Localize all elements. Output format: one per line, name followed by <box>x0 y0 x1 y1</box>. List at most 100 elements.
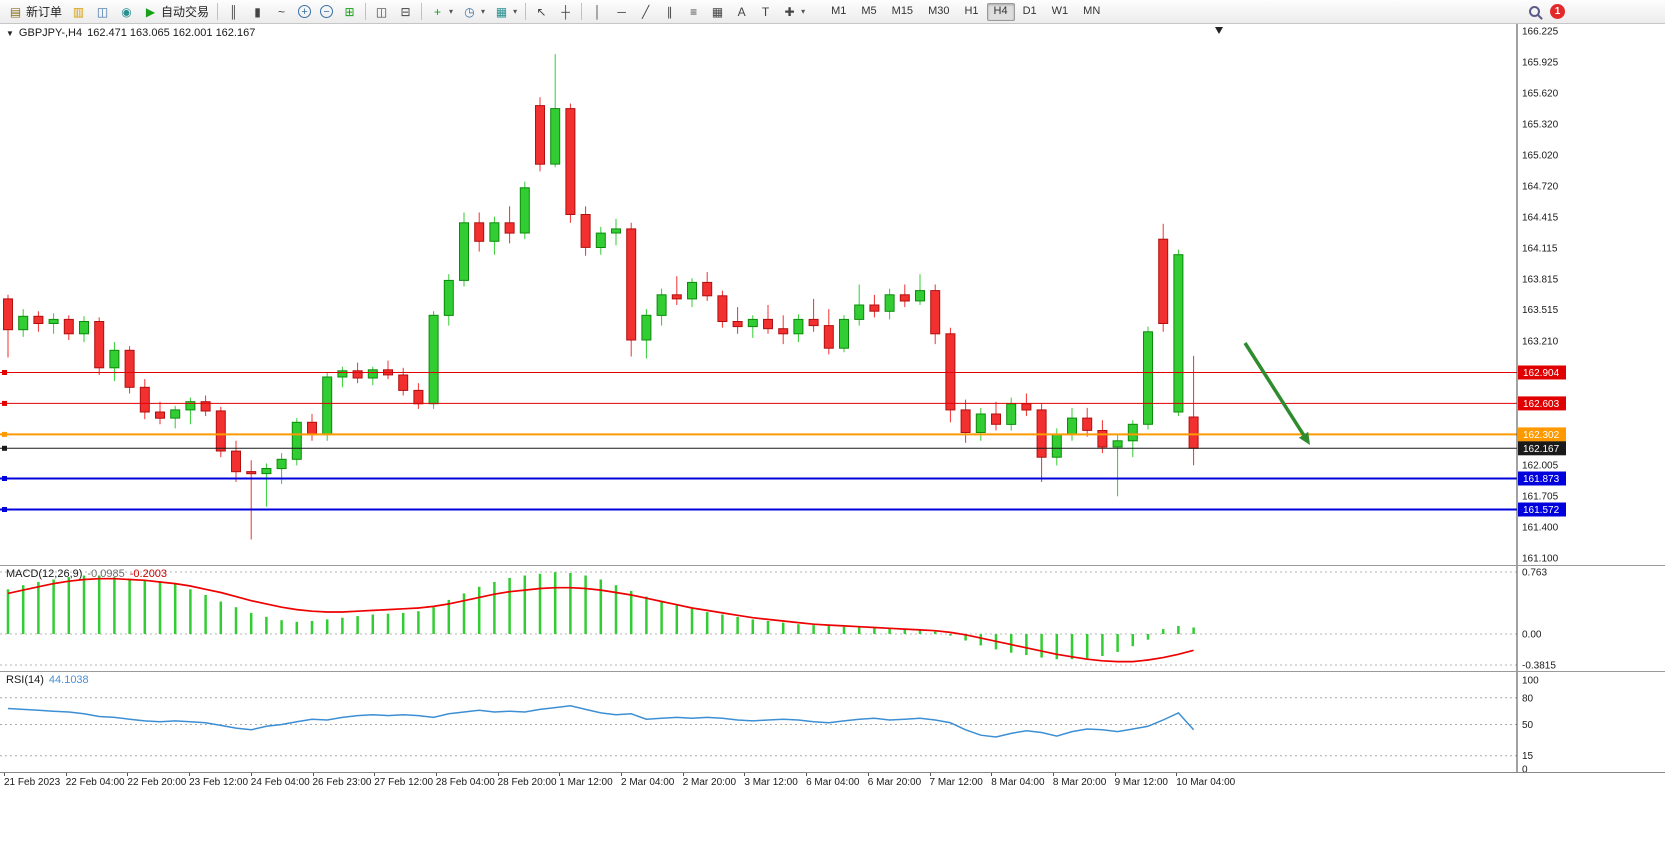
time-label: 22 Feb 04:00 <box>65 777 125 788</box>
chevron-down-icon: ▾ <box>513 7 518 16</box>
charts-list-button[interactable]: ▥ <box>67 2 90 22</box>
price-chart-canvas[interactable]: 162.904 162.603 162.302 162.167 161.873 161.5… <box>0 24 1665 565</box>
panel-splitter[interactable] <box>0 671 1665 672</box>
hline-handle <box>2 476 7 481</box>
timeframe-d1-button[interactable]: D1 <box>1022 4 1037 17</box>
candle-body <box>778 328 789 335</box>
macd-canvas[interactable]: 0.763 0.00 -0.3815 <box>0 566 1665 671</box>
time-tick <box>744 773 746 776</box>
crosshair-icon: ┼ <box>561 4 570 19</box>
candle-body <box>1127 423 1138 442</box>
candle-body <box>352 370 363 379</box>
horizontal-line-tool-button[interactable]: ─ <box>610 2 633 22</box>
price-scale-label: 165.020 <box>1522 150 1559 161</box>
price-badge <box>1518 441 1566 456</box>
timeframe-mn-button[interactable]: MN <box>1083 4 1101 17</box>
rsi-panel[interactable]: 100 80 50 15 0 RSI(14) 44.1038 <box>0 672 1665 772</box>
candle-body <box>869 304 880 312</box>
main-chart-panel[interactable]: 162.904 162.603 162.302 162.167 161.873 161.5… <box>0 24 1665 565</box>
autotrading-button[interactable]: ▶ 自动交易 <box>139 2 213 22</box>
candle-body <box>960 409 971 433</box>
time-label: 26 Feb 23:00 <box>312 777 372 788</box>
candle-body <box>337 370 348 378</box>
text-label-tool-button[interactable]: T <box>754 2 777 22</box>
fibonacci-tool-button[interactable]: ≡ <box>682 2 705 22</box>
candle-body <box>413 389 424 405</box>
time-label: 28 Feb 20:00 <box>497 777 557 788</box>
timeframe-m5-button[interactable]: M5 <box>861 4 877 17</box>
candle-body <box>1006 403 1017 425</box>
candlestick-mode-button[interactable]: ▮ <box>246 2 269 22</box>
new-order-icon: ▤ <box>9 4 22 19</box>
tile-windows-button[interactable]: ◫ <box>370 2 393 22</box>
macd-scale-label: 0.00 <box>1522 630 1542 641</box>
svg-text:162.904: 162.904 <box>1523 368 1560 379</box>
channel-icon: ∥ <box>666 4 673 19</box>
text-icon: A <box>737 4 746 19</box>
candle-body <box>94 321 105 369</box>
candlestick-icon: ▮ <box>254 4 261 19</box>
time-tick <box>374 773 376 776</box>
macd-panel[interactable]: 0.763 0.00 -0.3815 MACD(12,26,9) -0.0985 -… <box>0 566 1665 671</box>
time-tick <box>312 773 314 776</box>
tile-vertical-icon: ⊟ <box>400 4 411 19</box>
channel-tool-button[interactable]: ∥ <box>658 2 681 22</box>
panel-splitter[interactable] <box>0 565 1665 566</box>
candle-body <box>580 214 591 248</box>
candle-body <box>1188 416 1199 449</box>
rsi-canvas[interactable]: 100 80 50 15 0 <box>0 672 1665 772</box>
price-badge <box>1518 471 1566 486</box>
zoom-in-button[interactable]: + <box>294 2 315 22</box>
timeframe-m1-button[interactable]: M1 <box>831 4 847 17</box>
market-watch-button[interactable]: ◫ <box>91 2 114 22</box>
line-chart-button[interactable]: ~ <box>270 2 293 22</box>
vertical-line-tool-button[interactable]: │ <box>586 2 609 22</box>
timeframe-m30-button[interactable]: M30 <box>928 4 950 17</box>
fibonacci-icon: ≡ <box>690 4 698 19</box>
crosshair-tool-button[interactable]: ┼ <box>554 2 577 22</box>
symbol-dropdown-icon[interactable]: ▼ <box>6 28 14 38</box>
shapes-tool-button[interactable]: ▦ <box>706 2 729 22</box>
rsi-scale-label: 15 <box>1522 751 1534 762</box>
timeframe-w1-button[interactable]: W1 <box>1051 4 1069 17</box>
time-label: 22 Feb 20:00 <box>127 777 187 788</box>
candle-body <box>565 108 576 215</box>
time-label: 8 Mar 20:00 <box>1052 777 1107 788</box>
periods-button[interactable]: ◷ ▾ <box>458 2 489 22</box>
time-tick <box>4 773 5 776</box>
notification-badge[interactable]: 1 <box>1550 4 1565 19</box>
candle-body <box>702 281 713 297</box>
new-order-button[interactable]: ▤ 新订单 <box>4 2 66 22</box>
candle-body <box>854 304 865 320</box>
candle-body <box>1021 403 1032 411</box>
candle-body <box>747 318 758 328</box>
candle-body <box>33 315 44 324</box>
timeframe-h1-button[interactable]: H1 <box>964 4 979 17</box>
navigator-button[interactable]: ◉ <box>115 2 138 22</box>
timeframe-h4-button[interactable]: H4 <box>986 2 1015 21</box>
text-tool-button[interactable]: A <box>730 2 753 22</box>
zoom-out-button[interactable]: − <box>316 2 337 22</box>
new-chart-button[interactable]: + ▾ <box>426 2 457 22</box>
candle-body <box>185 401 196 411</box>
time-tick <box>1052 773 1054 776</box>
search-icon[interactable] <box>1529 6 1540 17</box>
arrows-tool-button[interactable]: ✚ ▾ <box>778 2 809 22</box>
trendline-tool-button[interactable]: ╱ <box>634 2 657 22</box>
time-tick <box>189 773 191 776</box>
time-axis[interactable]: 21 Feb 2023 22 Feb 04:00 22 Feb 20:00 23 Fe… <box>0 772 1665 793</box>
timeframe-m15-button[interactable]: M15 <box>891 4 914 17</box>
ohlc-bars-button[interactable]: ║ <box>222 2 245 22</box>
candle-body <box>793 318 804 335</box>
cursor-tool-button[interactable]: ↖ <box>530 2 553 22</box>
candle-body <box>489 222 500 242</box>
candle-body <box>671 294 682 300</box>
indicators-button[interactable]: ⊞ <box>338 2 361 22</box>
svg-text:162.603: 162.603 <box>1523 399 1560 410</box>
tile-vertical-button[interactable]: ⊟ <box>394 2 417 22</box>
macd-title: MACD(12,26,9) <box>6 568 83 580</box>
time-label: 9 Mar 12:00 <box>1114 777 1168 788</box>
hline-handle <box>2 400 7 406</box>
templates-button[interactable]: ▦ ▾ <box>490 2 521 22</box>
toolbar: ▤ 新订单 ▥ ◫ ◉ ▶ 自动交易 ║ ▮ ~ + − ⊞ ◫ ⊟ + ▾ <box>0 0 1665 24</box>
